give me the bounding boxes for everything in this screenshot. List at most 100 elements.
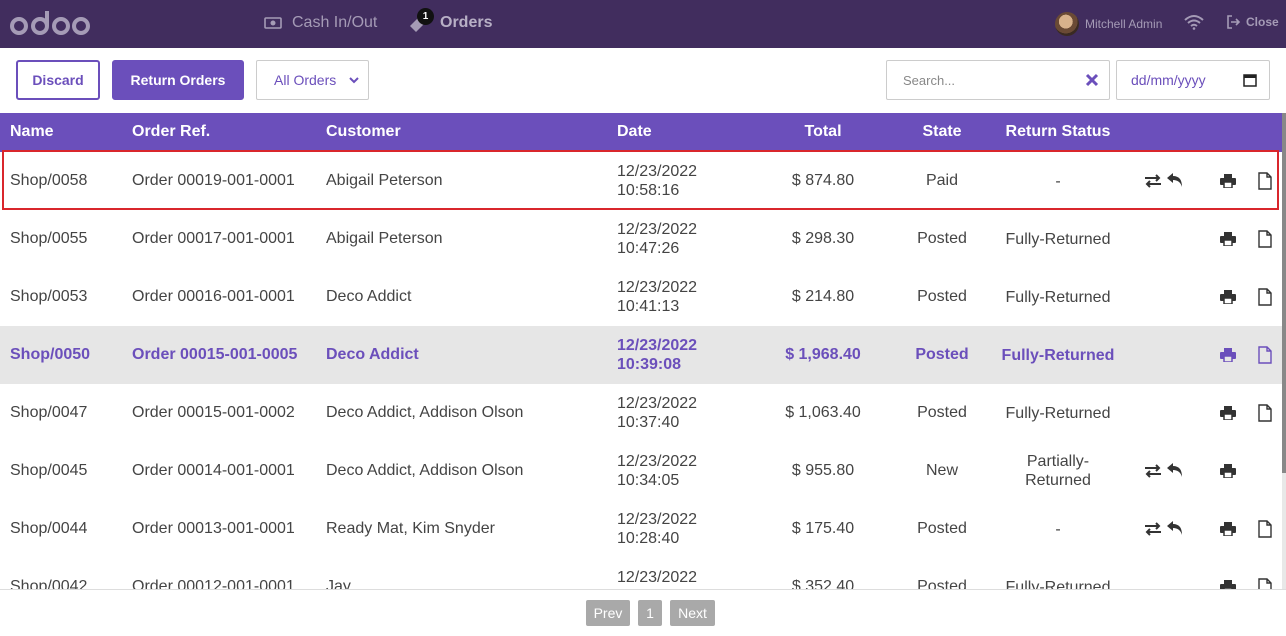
- order-state: Posted: [917, 230, 967, 247]
- order-ref: Order 00014-001-0001: [132, 462, 295, 479]
- order-total: $ 1,968.40: [785, 346, 861, 363]
- return-icon[interactable]: [1166, 172, 1184, 188]
- print-icon[interactable]: [1220, 522, 1236, 536]
- clear-search-icon[interactable]: [1085, 73, 1099, 87]
- order-total: $ 298.30: [791, 230, 855, 247]
- order-customer: Abigail Peterson: [326, 230, 443, 247]
- order-return-status: Fully-Returned: [1005, 405, 1111, 422]
- order-date: 12/23/2022 10:58:16: [617, 162, 697, 200]
- orders-table-body: Shop/0058 Order 00019-001-0001 Abigail P…: [0, 152, 1282, 589]
- close-button[interactable]: Close: [1226, 15, 1279, 29]
- receipt-icon[interactable]: [1258, 230, 1272, 248]
- order-customer: Deco Addict: [326, 346, 419, 363]
- receipt-icon[interactable]: [1258, 172, 1272, 190]
- print-icon[interactable]: [1220, 464, 1236, 478]
- exchange-icon[interactable]: [1144, 464, 1162, 478]
- exchange-icon[interactable]: [1144, 174, 1162, 188]
- order-name: Shop/0050: [10, 346, 91, 363]
- order-state: New: [925, 462, 958, 479]
- table-row[interactable]: Shop/0042 Order 00012-001-0001 Jay 12/23…: [0, 558, 1282, 589]
- table-row[interactable]: Shop/0047 Order 00015-001-0002 Deco Addi…: [0, 384, 1282, 442]
- column-header-return-status: Return Status: [1005, 123, 1111, 140]
- current-page[interactable]: 1: [638, 600, 662, 626]
- column-header-date: Date: [617, 123, 652, 140]
- order-customer: Ready Mat, Kim Snyder: [326, 520, 495, 537]
- table-header: Name Order Ref. Customer Date Total Stat…: [0, 113, 1282, 152]
- receipt-icon[interactable]: [1258, 520, 1272, 538]
- print-icon[interactable]: [1220, 406, 1236, 420]
- close-label: Close: [1246, 15, 1279, 29]
- print-icon[interactable]: [1220, 232, 1236, 246]
- table-row[interactable]: Shop/0058 Order 00019-001-0001 Abigail P…: [0, 152, 1282, 210]
- order-total: $ 955.80: [791, 462, 855, 479]
- order-return-status: Fully-Returned: [1005, 579, 1111, 589]
- column-header-customer: Customer: [326, 123, 401, 140]
- order-date-time: 10:34:05: [617, 472, 680, 489]
- order-date-time: 10:37:40: [617, 414, 680, 431]
- order-date-day: 12/23/2022: [617, 221, 698, 238]
- order-total: $ 1,063.40: [785, 404, 861, 421]
- order-date-day: 12/23/2022: [617, 337, 698, 354]
- discard-button[interactable]: Discard: [16, 60, 100, 100]
- order-filter-value: All Orders: [274, 72, 337, 88]
- print-icon[interactable]: [1220, 348, 1236, 362]
- order-state: Posted: [915, 346, 969, 363]
- prev-page-button[interactable]: Prev: [586, 600, 630, 626]
- date-filter-input[interactable]: dd/mm/yyyy: [1116, 60, 1270, 100]
- table-row[interactable]: Shop/0044 Order 00013-001-0001 Ready Mat…: [0, 500, 1282, 558]
- order-return-status: Partially- Returned: [992, 452, 1124, 490]
- chevron-down-icon: [349, 77, 359, 84]
- order-name: Shop/0045: [10, 462, 88, 479]
- nav-orders[interactable]: 1 Orders: [408, 8, 492, 32]
- top-bar: Cash In/Out 1 Orders Mitchell Admin Clos…: [0, 0, 1286, 48]
- order-return-status: -: [1055, 521, 1061, 538]
- order-date: 12/23/2022 10:37:40: [617, 394, 697, 432]
- table-row[interactable]: Shop/0045 Order 00014-001-0001 Deco Addi…: [0, 442, 1282, 500]
- table-row[interactable]: Shop/0053 Order 00016-001-0001 Deco Addi…: [0, 268, 1282, 326]
- orders-count-badge: 1: [417, 8, 434, 25]
- return-icon[interactable]: [1166, 520, 1184, 536]
- print-icon[interactable]: [1220, 290, 1236, 304]
- column-header-order-ref: Order Ref.: [132, 123, 211, 140]
- return-icon[interactable]: [1166, 462, 1184, 478]
- order-date-time: 10:28:40: [617, 530, 680, 547]
- order-date: 12/23/2022 10:39:08: [617, 336, 697, 374]
- user-name: Mitchell Admin: [1085, 17, 1163, 31]
- nav-cash-in-out[interactable]: Cash In/Out: [264, 14, 377, 32]
- print-icon[interactable]: [1220, 580, 1236, 589]
- order-state: Paid: [925, 172, 959, 189]
- next-page-button[interactable]: Next: [670, 600, 715, 626]
- order-filter-select[interactable]: All Orders: [256, 60, 369, 100]
- order-return-status-line1: Partially-: [1026, 453, 1090, 470]
- order-date-day: 12/23/2022: [617, 569, 698, 586]
- receipt-icon[interactable]: [1258, 404, 1272, 422]
- order-date-time: 10:58:16: [617, 182, 680, 199]
- calendar-icon[interactable]: [1243, 73, 1257, 87]
- order-name: Shop/0042: [10, 578, 88, 589]
- order-date: 12/23/2022 10:47:26: [617, 220, 697, 258]
- scrollbar-thumb[interactable]: [1282, 113, 1286, 473]
- order-ref: Order 00017-001-0001: [132, 230, 295, 247]
- column-header-state: State: [922, 123, 962, 140]
- receipt-icon[interactable]: [1258, 288, 1272, 306]
- order-date-day: 12/23/2022: [617, 453, 698, 470]
- order-name: Shop/0053: [10, 288, 88, 305]
- order-ref: Order 00015-001-0002: [132, 404, 295, 421]
- order-return-status-line2: Returned: [1025, 472, 1091, 489]
- order-date-day: 12/23/2022: [617, 163, 698, 180]
- receipt-icon[interactable]: [1258, 578, 1272, 589]
- search-input[interactable]: Search...: [886, 60, 1110, 100]
- exchange-icon[interactable]: [1144, 522, 1162, 536]
- receipt-icon[interactable]: [1258, 346, 1272, 364]
- column-header-name: Name: [10, 123, 54, 140]
- table-row[interactable]: Shop/0055 Order 00017-001-0001 Abigail P…: [0, 210, 1282, 268]
- order-ref: Order 00019-001-0001: [132, 172, 295, 189]
- order-state: Posted: [917, 288, 967, 305]
- order-name: Shop/0047: [10, 404, 88, 421]
- order-date-day: 12/23/2022: [617, 511, 698, 528]
- order-return-status: Fully-Returned: [1005, 289, 1111, 306]
- return-orders-button[interactable]: Return Orders: [112, 60, 244, 100]
- user-menu[interactable]: Mitchell Admin: [1055, 12, 1162, 36]
- table-row[interactable]: Shop/0050 Order 00015-001-0005 Deco Addi…: [0, 326, 1282, 384]
- print-icon[interactable]: [1220, 174, 1236, 188]
